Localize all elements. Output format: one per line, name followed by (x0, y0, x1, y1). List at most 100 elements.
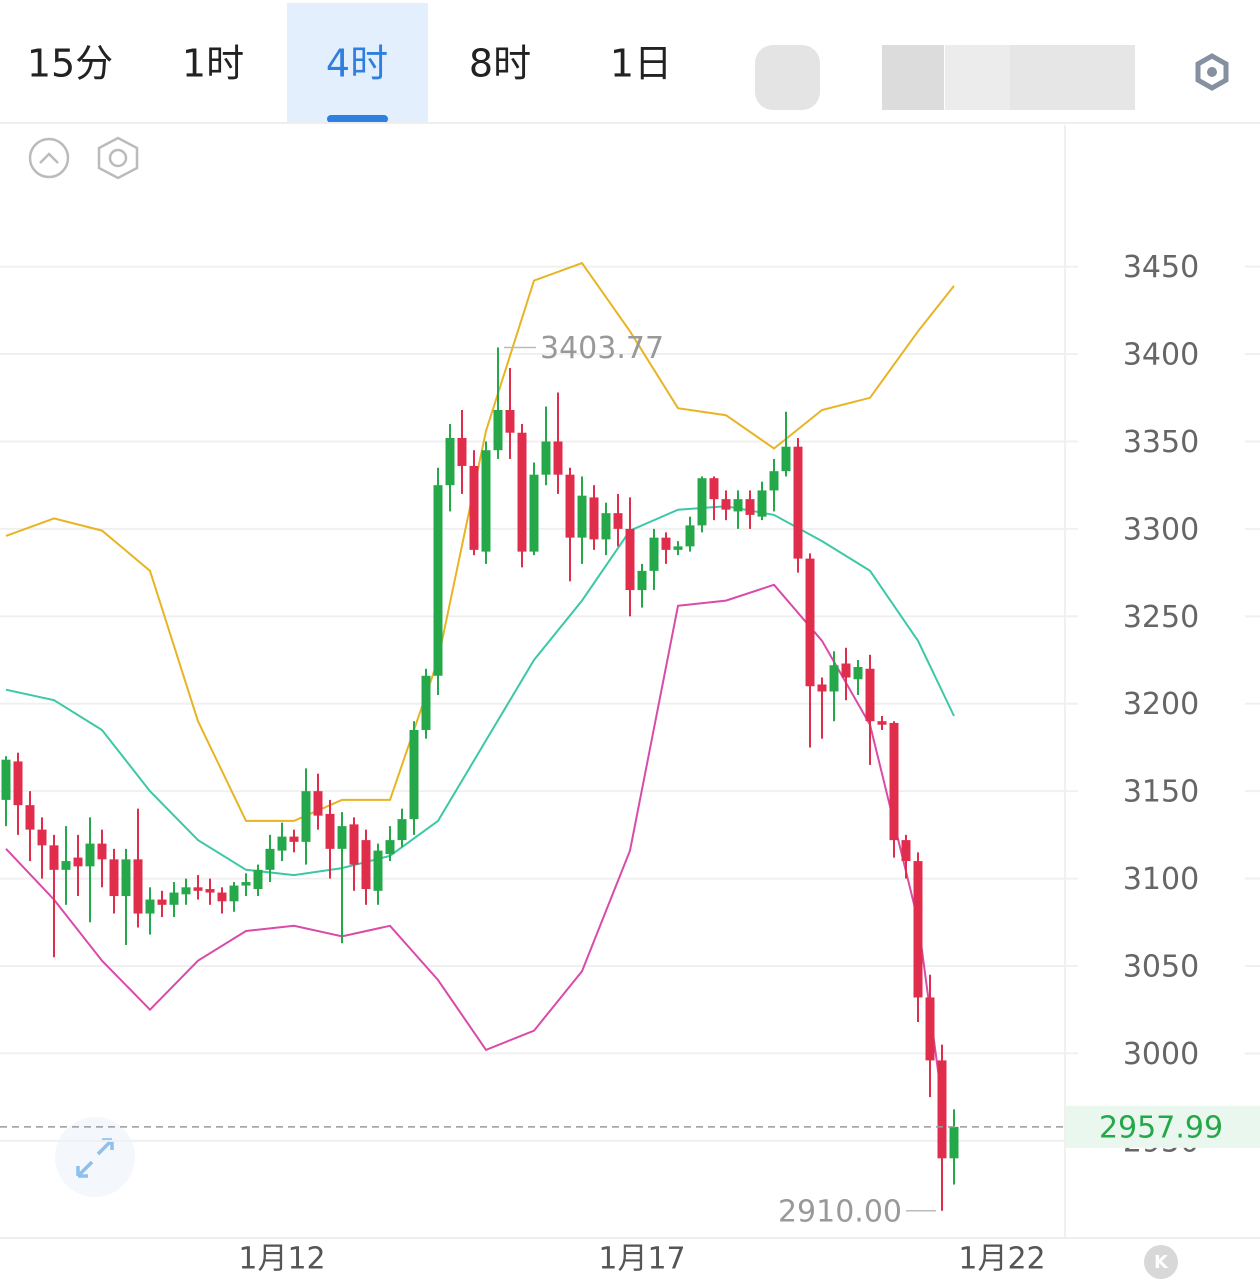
grid: 2950300030503100315032003250330033503400… (0, 250, 1260, 1159)
collapse-chevron (39, 152, 59, 164)
candle-body (565, 474, 575, 538)
candle-body (805, 558, 815, 687)
candle-body (769, 471, 779, 491)
fullscreen-arrows (76, 1138, 114, 1178)
candle-body (433, 485, 443, 676)
candle-body (877, 721, 887, 725)
candle-body (169, 892, 179, 905)
candle-body (385, 840, 395, 855)
candle-body (685, 525, 695, 547)
candle-body (445, 437, 455, 486)
tab-label[interactable]: 1时 (182, 42, 244, 86)
upper-band (5, 261, 955, 822)
max-label: 3403.77 (540, 331, 664, 366)
tab-label[interactable]: 4时 (326, 42, 388, 86)
blurred-tab (1010, 45, 1135, 110)
last-price-label: 2957.99 (1099, 1110, 1223, 1145)
candle-body (469, 465, 479, 550)
candle-body (73, 857, 83, 867)
blurred-tab (945, 45, 1010, 110)
indicator-icon[interactable] (97, 136, 139, 180)
candle-body (901, 840, 911, 862)
candle-body (397, 819, 407, 841)
candle-body (421, 675, 431, 730)
indicator-icon-dot (108, 148, 128, 168)
candle-body (889, 722, 899, 841)
y-tick-label: 3250 (1123, 600, 1199, 635)
candle-body (1, 759, 11, 800)
candle-body (181, 887, 191, 895)
candle-body (265, 848, 275, 870)
x-tick-label: 1月22 (958, 1242, 1045, 1277)
candle-body (937, 1060, 947, 1159)
candle-body (301, 791, 311, 842)
k-logo-letter: K (1154, 1252, 1169, 1273)
tab-label[interactable]: 1日 (610, 42, 672, 86)
candle-body (601, 513, 611, 540)
candle-body (61, 861, 71, 870)
candle-body (517, 432, 527, 552)
candle-body (649, 537, 659, 571)
candle-body (541, 441, 551, 475)
candle-body (529, 474, 539, 552)
candle-body (757, 490, 767, 517)
candle-body (13, 761, 23, 806)
collapse-icon[interactable] (28, 137, 70, 179)
y-tick-label: 3400 (1123, 338, 1199, 373)
candles (1, 347, 959, 1211)
tab-label[interactable]: 8时 (469, 42, 531, 86)
tab-bar: 15分 1时 4时 8时 1日 (0, 3, 1260, 124)
candle-body (661, 537, 671, 550)
settings-icon[interactable] (1195, 53, 1229, 91)
candle-body (289, 836, 299, 842)
candle-body (241, 882, 251, 886)
candle-body (85, 843, 95, 867)
min-label: 2910.00 (778, 1194, 902, 1229)
candle-body (229, 885, 239, 902)
candle-body (457, 437, 467, 466)
candle-body (781, 446, 791, 472)
candle-body (637, 570, 647, 591)
k-logo[interactable] (1144, 1245, 1178, 1279)
candle-body (409, 729, 419, 820)
blurred-tab (882, 45, 944, 110)
y-tick-label: 3100 (1123, 862, 1199, 897)
x-tick-label: 1月17 (598, 1242, 685, 1277)
candle-body (697, 478, 707, 526)
y-tick-label: 3150 (1123, 775, 1199, 810)
tab-label[interactable]: 15分 (27, 42, 113, 86)
candle-body (337, 826, 347, 849)
candle-body (625, 528, 635, 591)
y-tick-label: 3300 (1123, 512, 1199, 547)
candle-body (37, 829, 47, 846)
settings-icon-dot (1207, 67, 1217, 77)
candle-body (721, 499, 731, 510)
fullscreen-button[interactable] (55, 1117, 135, 1197)
candle-body (913, 861, 923, 998)
candle-body (745, 499, 755, 515)
candle-body (577, 495, 587, 538)
candle-body (205, 889, 215, 893)
candle-body (673, 546, 683, 550)
candle-body (793, 446, 803, 559)
active-tab-indicator (327, 115, 388, 123)
blurred-tab (755, 45, 820, 110)
candle-body (493, 409, 503, 451)
candle-body (49, 845, 59, 870)
y-tick-label: 3000 (1123, 1037, 1199, 1072)
candle-body (553, 441, 563, 475)
candle-body (949, 1126, 959, 1159)
candle-body (133, 859, 143, 914)
candle-body (817, 684, 827, 692)
candle-body (157, 899, 167, 905)
candle-body (841, 663, 851, 678)
candle-body (733, 499, 743, 512)
candle-body (193, 887, 203, 891)
candle-body (325, 813, 335, 849)
active-tab-bg (287, 3, 428, 122)
candle-body (613, 513, 623, 529)
candle-body (217, 892, 227, 902)
candle-body (925, 997, 935, 1061)
